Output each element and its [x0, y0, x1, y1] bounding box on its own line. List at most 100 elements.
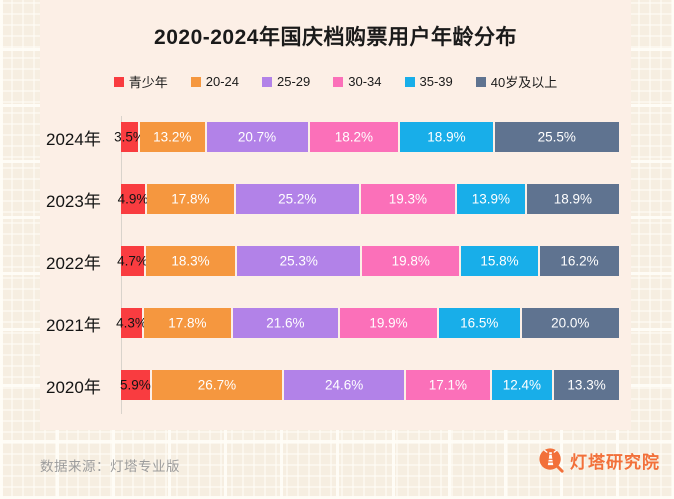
bar-track: 3.5% 13.2% 20.7% 18.2% 18.9% 25.5% — [114, 122, 619, 152]
bar-segment-label: 13.2% — [153, 129, 192, 145]
bar-segment-label: 21.6% — [266, 315, 305, 331]
footer: 数据来源：灯塔专业版 灯塔研究院 — [0, 430, 674, 499]
bar-segment-label: 13.3% — [567, 377, 606, 393]
legend-swatch-icon — [262, 76, 273, 87]
bar-track: 5.9% 26.7% 24.6% 17.1% 12.4% 13.3% — [120, 370, 620, 400]
bar-row: 2021年 4.3% 17.8% 21.6% 19.9% 16.5% 20.0% — [46, 308, 631, 338]
bar-segment-label: 16.5% — [460, 315, 499, 331]
bar-segment: 17.8% — [143, 308, 231, 338]
bar-segment-label: 19.9% — [369, 315, 408, 331]
bar-segment: 16.2% — [540, 246, 620, 276]
bar-segment: 19.8% — [362, 246, 459, 276]
bar-track: 4.3% 17.8% 21.6% 19.9% 16.5% 20.0% — [116, 308, 619, 338]
legend-item: 30-34 — [333, 74, 382, 89]
bar-segment: 16.5% — [439, 308, 520, 338]
bar-segment: 13.2% — [140, 122, 205, 152]
legend-item: 20-24 — [190, 74, 240, 89]
bar-segment: 4.9% — [118, 184, 148, 214]
bar-segment-label: 17.8% — [168, 315, 207, 331]
bar-segment-label: 19.3% — [388, 191, 427, 207]
bar-segment-label: 20.7% — [237, 129, 277, 145]
bar-segment-label: 17.8% — [171, 191, 210, 207]
bar-segment-label: 20.0% — [551, 315, 590, 331]
bar-segment-label: 18.9% — [427, 129, 466, 145]
legend-item: 40岁及以上 — [475, 72, 558, 91]
bar-segment: 15.8% — [461, 246, 539, 276]
bar-segment-label: 13.9% — [471, 191, 510, 207]
bar-segment-label: 17.1% — [428, 377, 467, 393]
legend-item: 青少年 — [113, 72, 168, 91]
bar-segment: 4.3% — [116, 308, 147, 338]
chart-area: 2024年 3.5% 13.2% 20.7% 18.2% 18.9% 25.5% 2023年 4… — [40, 116, 631, 414]
data-source-text: 数据来源：灯塔专业版 — [40, 459, 180, 474]
bar-segment-label: 5.9% — [120, 377, 151, 393]
bar-row: 2022年 4.7% 18.3% 25.3% 19.8% 15.8% 16.2% — [46, 246, 631, 276]
bar-segment-label: 3.5% — [114, 129, 145, 145]
legend-item: 25-29 — [262, 74, 310, 89]
legend-swatch-icon — [190, 76, 201, 87]
bar-segment: 13.3% — [554, 370, 620, 400]
bar-row: 2023年 4.9% 17.8% 25.2% 19.3% 13.9% 18.9% — [46, 184, 631, 214]
bar-segment: 18.9% — [526, 184, 619, 214]
bar-segment: 3.5% — [114, 122, 145, 152]
bar-segment-label: 4.7% — [117, 253, 148, 269]
bar-track: 4.9% 17.8% 25.2% 19.3% 13.9% 18.9% — [118, 184, 619, 214]
year-label: 2023年 — [46, 191, 101, 211]
bar-segment-label: 19.8% — [391, 253, 430, 269]
bar-segment-label: 18.3% — [171, 253, 210, 269]
chart-title: 2020-2024年国庆档购票用户年龄分布 — [154, 26, 517, 49]
bar-segment-label: 4.3% — [116, 315, 147, 331]
year-label: 2021年 — [46, 315, 101, 335]
legend-label: 青少年 — [128, 75, 168, 90]
bar-rows: 2024年 3.5% 13.2% 20.7% 18.2% 18.9% 25.5% 2023年 4… — [46, 122, 631, 400]
bar-segment: 18.9% — [400, 122, 493, 152]
bar-segment: 25.2% — [235, 184, 359, 214]
legend-label: 30-34 — [348, 74, 382, 89]
legend-item: 35-39 — [404, 74, 453, 89]
bar-row: 2024年 3.5% 13.2% 20.7% 18.2% 18.9% 25.5% — [46, 122, 631, 152]
bar-segment-label: 12.4% — [502, 377, 541, 393]
bar-segment-label: 15.8% — [480, 253, 519, 269]
bar-segment: 4.7% — [117, 246, 148, 276]
lighthouse-logo-icon — [539, 448, 564, 473]
bar-segment-label: 16.2% — [560, 253, 599, 269]
bar-segment: 17.8% — [146, 184, 234, 214]
bar-segment: 17.1% — [406, 370, 490, 400]
bar-segment-label: 4.9% — [117, 191, 149, 207]
bar-segment-label: 25.2% — [278, 191, 317, 207]
bar-segment-label: 18.9% — [553, 191, 592, 207]
year-label: 2022年 — [46, 253, 101, 273]
legend-label: 20-24 — [205, 74, 240, 89]
bar-segment: 25.5% — [494, 122, 619, 152]
bar-segment: 12.4% — [491, 370, 553, 400]
bar-segment: 13.9% — [456, 184, 525, 214]
bar-segment-label: 25.3% — [279, 253, 318, 269]
bar-segment-label: 24.6% — [324, 377, 364, 393]
bar-segment: 24.6% — [284, 370, 405, 400]
infographic-card: 2020-2024年国庆档购票用户年龄分布 青少年 20-24 25-29 30-34… — [40, 0, 631, 430]
bar-track: 4.7% 18.3% 25.3% 19.8% 15.8% 16.2% — [117, 246, 620, 276]
legend-label: 35-39 — [419, 74, 453, 89]
bar-segment: 25.3% — [237, 246, 361, 276]
legend-swatch-icon — [404, 76, 415, 87]
bar-segment: 18.3% — [145, 246, 236, 276]
year-label: 2024年 — [46, 129, 101, 149]
legend-label: 25-29 — [277, 74, 311, 89]
bar-segment: 19.9% — [340, 308, 438, 338]
legend-label: 40岁及以上 — [490, 75, 558, 90]
bar-segment-label: 26.7% — [197, 377, 237, 393]
bar-segment-label: 18.2% — [334, 129, 374, 145]
bar-segment: 5.9% — [120, 370, 151, 400]
brand: 灯塔研究院 — [538, 447, 660, 473]
legend-swatch-icon — [113, 76, 124, 87]
bar-segment: 19.3% — [360, 184, 455, 214]
bar-segment: 21.6% — [232, 308, 339, 338]
brand-name: 灯塔研究院 — [570, 452, 660, 472]
bar-segment: 18.2% — [309, 122, 399, 152]
bar-segment: 20.0% — [521, 308, 619, 338]
bar-segment: 26.7% — [151, 370, 283, 400]
bar-segment-label: 25.5% — [537, 129, 576, 145]
legend-swatch-icon — [475, 76, 486, 87]
legend: 青少年 20-24 25-29 30-34 35-39 40岁及以上 — [40, 72, 631, 91]
legend-swatch-icon — [333, 76, 344, 87]
